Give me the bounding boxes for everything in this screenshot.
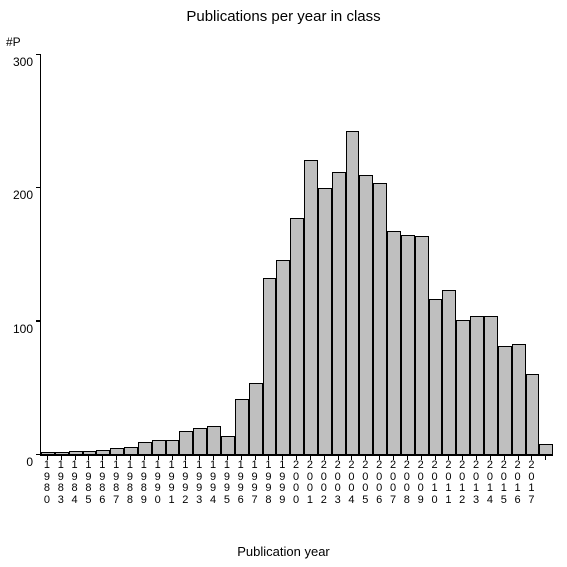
bar (484, 316, 498, 455)
x-tick-label: 1 9 9 5 (220, 460, 234, 506)
x-tick-label: 1 9 9 8 (262, 460, 276, 506)
y-tick-mark (36, 320, 41, 322)
x-tick-label: 1 9 9 7 (248, 460, 262, 506)
x-tick-label: 1 9 8 4 (68, 460, 82, 506)
x-tick-label: 2 0 1 5 (497, 460, 511, 506)
bar (263, 278, 277, 455)
bar (276, 260, 290, 455)
bar (235, 399, 249, 455)
y-tick-label: 300 (13, 55, 41, 69)
x-tick-label: 2 0 0 1 (303, 460, 317, 506)
x-axis-ticks: 1 9 8 01 9 8 31 9 8 41 9 8 51 9 8 61 9 8… (40, 460, 552, 506)
chart-title: Publications per year in class (0, 8, 567, 25)
bar (179, 431, 193, 455)
bar (373, 183, 387, 455)
x-tick-label: 1 9 9 1 (165, 460, 179, 506)
bar (470, 316, 484, 455)
x-tick-label: 2 0 1 3 (469, 460, 483, 506)
x-tick-label: 2 0 1 7 (525, 460, 539, 506)
bar (539, 444, 553, 455)
x-tick-label: 2 0 0 9 (414, 460, 428, 506)
x-tick-label: 2 0 1 4 (483, 460, 497, 506)
bar (193, 428, 207, 455)
x-tick-label: 2 0 0 2 (317, 460, 331, 506)
y-tick-label: 200 (13, 188, 41, 202)
bar (512, 344, 526, 455)
x-tick-label: 1 9 9 3 (192, 460, 206, 506)
bar (110, 448, 124, 455)
bar (249, 383, 263, 455)
x-tick-label: 1 9 9 0 (151, 460, 165, 506)
bar (166, 440, 180, 455)
bar (138, 442, 152, 455)
y-axis-label: #P (6, 35, 21, 49)
y-tick-label: 100 (13, 322, 41, 336)
x-tick-label: 2 0 1 0 (428, 460, 442, 506)
bar (498, 346, 512, 455)
x-tick-label: 2 0 0 8 (400, 460, 414, 506)
y-tick-mark (36, 54, 41, 56)
bar (124, 447, 138, 455)
x-tick-label: 2 0 0 4 (345, 460, 359, 506)
bar (359, 175, 373, 455)
bar (387, 231, 401, 455)
bar (415, 236, 429, 455)
x-tick-label: 2 0 1 1 (441, 460, 455, 506)
x-tick-label: 2 0 1 6 (511, 460, 525, 506)
bar (332, 172, 346, 455)
bar (318, 188, 332, 455)
x-tick-label: 2 0 0 7 (386, 460, 400, 506)
x-tick-label: 1 9 8 9 (137, 460, 151, 506)
x-tick-label (538, 460, 552, 506)
x-tick-label: 2 0 0 6 (372, 460, 386, 506)
bar (221, 436, 235, 455)
x-tick-label: 2 0 0 3 (331, 460, 345, 506)
x-tick-label: 1 9 9 9 (275, 460, 289, 506)
bar (304, 160, 318, 455)
bar (290, 218, 304, 455)
y-tick-label: 0 (26, 455, 41, 469)
bar (207, 426, 221, 455)
bar (401, 235, 415, 455)
bar (429, 299, 443, 455)
x-tick-label: 1 9 8 5 (82, 460, 96, 506)
x-tick-label: 1 9 8 6 (95, 460, 109, 506)
x-tick-label: 1 9 8 3 (54, 460, 68, 506)
bar (346, 131, 360, 455)
x-tick-label: 1 9 8 8 (123, 460, 137, 506)
x-tick-label: 1 9 9 4 (206, 460, 220, 506)
bar (152, 440, 166, 455)
x-tick-label: 1 9 9 6 (234, 460, 248, 506)
x-tick-label: 2 0 1 2 (455, 460, 469, 506)
x-tick-label: 1 9 8 0 (40, 460, 54, 506)
x-tick-label: 2 0 0 0 (289, 460, 303, 506)
bars-group (41, 55, 553, 455)
bar (456, 320, 470, 455)
bar (526, 374, 540, 455)
x-tick-label: 1 9 9 2 (178, 460, 192, 506)
y-tick-mark (36, 187, 41, 189)
bar (442, 290, 456, 455)
x-tick-label: 2 0 0 5 (358, 460, 372, 506)
chart-container: Publications per year in class #P Public… (0, 0, 567, 567)
plot-area: 0100200300 (40, 55, 553, 456)
x-axis-label: Publication year (0, 544, 567, 559)
x-tick-label: 1 9 8 7 (109, 460, 123, 506)
